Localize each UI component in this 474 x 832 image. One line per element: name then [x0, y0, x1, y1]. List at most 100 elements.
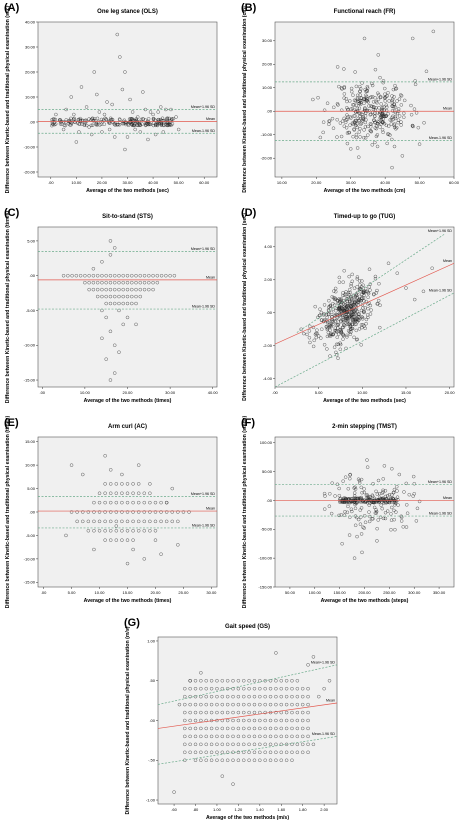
data-point [204, 758, 208, 762]
data-point [376, 518, 380, 522]
data-point [83, 119, 87, 123]
data-point [104, 294, 108, 299]
data-point [157, 117, 161, 122]
data-point [356, 517, 361, 522]
chart-panel: (D) Timed-up to go (TUG) .00 5.00 10.00 15.00… [241, 207, 455, 404]
data-point [108, 301, 113, 306]
data-point [395, 485, 399, 489]
data-point [368, 113, 372, 117]
data-point [361, 499, 365, 503]
x-tick-label: 20.00 [97, 180, 108, 185]
panel-letter: (F) [241, 417, 255, 429]
data-point [384, 108, 389, 113]
data-point [133, 119, 138, 123]
data-point [290, 742, 294, 747]
data-point [92, 510, 96, 514]
data-point [347, 330, 352, 334]
data-point [252, 734, 257, 739]
data-point [360, 279, 364, 283]
data-point [404, 286, 408, 290]
panel-letter: (D) [241, 207, 257, 219]
data-point [73, 120, 77, 125]
data-point [204, 750, 208, 754]
data-point [284, 718, 289, 723]
data-point [367, 519, 372, 524]
data-point [91, 280, 96, 285]
data-point [199, 671, 203, 675]
data-point [295, 710, 300, 715]
data-point [329, 310, 334, 315]
data-point [204, 694, 208, 699]
data-point [301, 694, 305, 699]
data-point [369, 129, 373, 133]
data-point [295, 726, 300, 731]
data-point [130, 117, 134, 121]
data-point [145, 122, 149, 126]
data-point [357, 155, 361, 159]
data-point [125, 519, 130, 524]
data-point [339, 329, 343, 333]
data-point [274, 726, 278, 731]
data-point [333, 326, 337, 330]
data-point [381, 516, 386, 521]
data-point [396, 503, 400, 507]
data-point [104, 280, 108, 285]
data-point [357, 130, 361, 134]
data-point [357, 279, 362, 283]
data-point [99, 117, 104, 122]
reference-line-label: Mean+1.96 SD [191, 492, 215, 496]
y-axis-label: Difference between Kinetic-based and tra… [5, 5, 11, 193]
data-point [380, 491, 384, 495]
plot-content [38, 239, 217, 382]
data-point [132, 118, 137, 123]
data-point [69, 463, 74, 467]
x-tick-label: 10.00 [357, 390, 368, 395]
data-point [87, 280, 91, 285]
data-point [183, 734, 187, 739]
data-point [225, 710, 230, 715]
reference-line [275, 292, 454, 387]
y-tick-label: 20.00 [262, 62, 273, 67]
data-point [370, 143, 374, 147]
data-point [345, 99, 349, 104]
data-point [117, 350, 121, 354]
data-point [268, 687, 273, 691]
data-point [413, 297, 417, 302]
data-point [120, 538, 124, 542]
data-point [372, 292, 376, 296]
data-point [114, 524, 118, 528]
data-point [89, 123, 93, 128]
data-point [263, 702, 267, 707]
data-point [69, 116, 73, 121]
data-point [95, 274, 100, 278]
data-point [346, 115, 350, 119]
plot-area [37, 226, 218, 388]
data-point [284, 726, 289, 731]
data-point [353, 500, 358, 505]
data-point [350, 509, 354, 514]
data-point [100, 274, 104, 278]
data-point [358, 99, 363, 103]
data-point [220, 702, 224, 707]
data-point [325, 101, 330, 105]
chart-title: One leg stance (OLS) [97, 9, 158, 15]
data-point [355, 277, 359, 281]
data-point [247, 710, 251, 715]
data-point [146, 117, 151, 121]
y-tick-label: -100.00 [258, 556, 272, 561]
data-point [382, 121, 387, 126]
data-point [181, 510, 186, 514]
data-point [168, 119, 172, 123]
data-point [355, 125, 359, 130]
data-point [274, 710, 278, 715]
data-point [390, 505, 394, 510]
data-point [324, 324, 328, 329]
data-point [247, 742, 251, 747]
data-point [295, 694, 300, 699]
data-point [349, 116, 353, 120]
data-point [392, 95, 396, 99]
data-point [108, 329, 113, 334]
data-point [204, 726, 208, 731]
data-point [306, 702, 310, 707]
data-point [340, 119, 345, 123]
